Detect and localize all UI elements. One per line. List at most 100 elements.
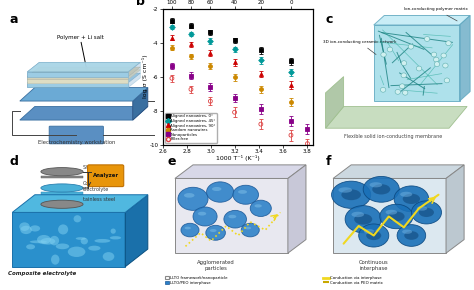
- Text: Composite
electrolyte: Composite electrolyte: [83, 181, 109, 192]
- Point: [231, 75, 238, 80]
- Ellipse shape: [30, 240, 47, 243]
- Polygon shape: [20, 88, 148, 101]
- Text: Polymer + Li salt: Polymer + Li salt: [57, 35, 103, 70]
- Ellipse shape: [403, 194, 420, 204]
- Ellipse shape: [228, 215, 237, 218]
- Polygon shape: [27, 70, 140, 79]
- Circle shape: [431, 52, 437, 57]
- Text: e: e: [167, 155, 176, 168]
- Ellipse shape: [354, 214, 372, 225]
- Ellipse shape: [224, 210, 246, 228]
- Ellipse shape: [388, 212, 405, 221]
- Circle shape: [381, 52, 386, 57]
- Point: [257, 48, 264, 52]
- Circle shape: [401, 73, 407, 78]
- Ellipse shape: [73, 215, 81, 222]
- Point: [231, 95, 238, 100]
- Text: 3D ion-conducting ceramic network: 3D ion-conducting ceramic network: [322, 40, 396, 55]
- Text: Ion-conducting polymer matrix: Ion-conducting polymer matrix: [404, 7, 468, 21]
- Ellipse shape: [94, 239, 110, 243]
- Ellipse shape: [178, 187, 208, 210]
- Ellipse shape: [51, 255, 59, 265]
- Circle shape: [443, 63, 448, 68]
- Polygon shape: [27, 72, 128, 77]
- Circle shape: [434, 62, 440, 67]
- Point: [287, 133, 295, 137]
- Ellipse shape: [417, 206, 427, 211]
- Polygon shape: [326, 106, 467, 128]
- Point: [168, 35, 176, 40]
- Circle shape: [424, 37, 430, 41]
- Ellipse shape: [250, 200, 271, 216]
- Point: [207, 84, 214, 89]
- Polygon shape: [125, 195, 148, 267]
- Ellipse shape: [41, 238, 55, 244]
- Ellipse shape: [345, 206, 381, 233]
- Ellipse shape: [370, 182, 382, 187]
- Circle shape: [441, 53, 447, 58]
- Ellipse shape: [181, 223, 199, 237]
- Text: a: a: [9, 13, 18, 26]
- Ellipse shape: [210, 229, 217, 232]
- Polygon shape: [446, 165, 464, 253]
- Circle shape: [444, 78, 449, 83]
- Ellipse shape: [76, 237, 86, 240]
- Point: [168, 18, 176, 23]
- Circle shape: [395, 89, 401, 94]
- Polygon shape: [27, 77, 128, 79]
- Ellipse shape: [245, 227, 251, 229]
- Circle shape: [381, 87, 386, 92]
- Polygon shape: [374, 15, 470, 25]
- Ellipse shape: [206, 225, 225, 240]
- Ellipse shape: [30, 225, 40, 231]
- Polygon shape: [133, 88, 148, 120]
- Polygon shape: [27, 62, 140, 72]
- Ellipse shape: [184, 227, 191, 229]
- Ellipse shape: [233, 185, 258, 204]
- Ellipse shape: [372, 184, 390, 195]
- Ellipse shape: [50, 236, 59, 245]
- Ellipse shape: [26, 244, 35, 249]
- Point: [187, 73, 195, 78]
- Text: Analyzer: Analyzer: [92, 173, 118, 178]
- Point: [257, 58, 264, 63]
- Point: [207, 50, 214, 55]
- Ellipse shape: [41, 184, 83, 192]
- FancyBboxPatch shape: [88, 165, 124, 186]
- Polygon shape: [27, 73, 140, 83]
- Circle shape: [387, 47, 392, 52]
- Text: c: c: [326, 13, 333, 26]
- Legend: Conduction via interphase, Conduction via PEO matrix: Conduction via interphase, Conduction vi…: [323, 276, 383, 285]
- Ellipse shape: [41, 200, 83, 208]
- Ellipse shape: [110, 236, 121, 240]
- Point: [168, 25, 176, 30]
- Ellipse shape: [380, 204, 413, 229]
- Ellipse shape: [419, 208, 434, 217]
- Circle shape: [416, 66, 422, 71]
- Circle shape: [401, 61, 407, 66]
- Ellipse shape: [20, 226, 32, 234]
- Point: [187, 42, 195, 47]
- X-axis label: 1000 T⁻¹ (K⁻¹): 1000 T⁻¹ (K⁻¹): [216, 155, 260, 161]
- Point: [168, 76, 176, 81]
- Circle shape: [400, 84, 405, 89]
- Ellipse shape: [68, 246, 85, 257]
- Polygon shape: [20, 106, 148, 120]
- Text: Electrochemistry workstation: Electrochemistry workstation: [37, 139, 115, 144]
- Point: [187, 54, 195, 59]
- Ellipse shape: [331, 181, 371, 208]
- Point: [231, 60, 238, 64]
- Ellipse shape: [397, 225, 426, 246]
- Text: Continuous
interphase: Continuous interphase: [359, 260, 389, 271]
- Ellipse shape: [364, 229, 374, 234]
- Point: [287, 59, 295, 64]
- Ellipse shape: [394, 186, 428, 212]
- Legend: LLTO framework/nanoparticle, LLTO/PEO interphase: LLTO framework/nanoparticle, LLTO/PEO in…: [165, 276, 228, 285]
- Point: [187, 32, 195, 37]
- Point: [257, 87, 264, 92]
- Ellipse shape: [198, 212, 206, 215]
- Polygon shape: [12, 212, 125, 267]
- Point: [287, 100, 295, 104]
- Point: [207, 30, 214, 35]
- Text: f: f: [326, 155, 331, 168]
